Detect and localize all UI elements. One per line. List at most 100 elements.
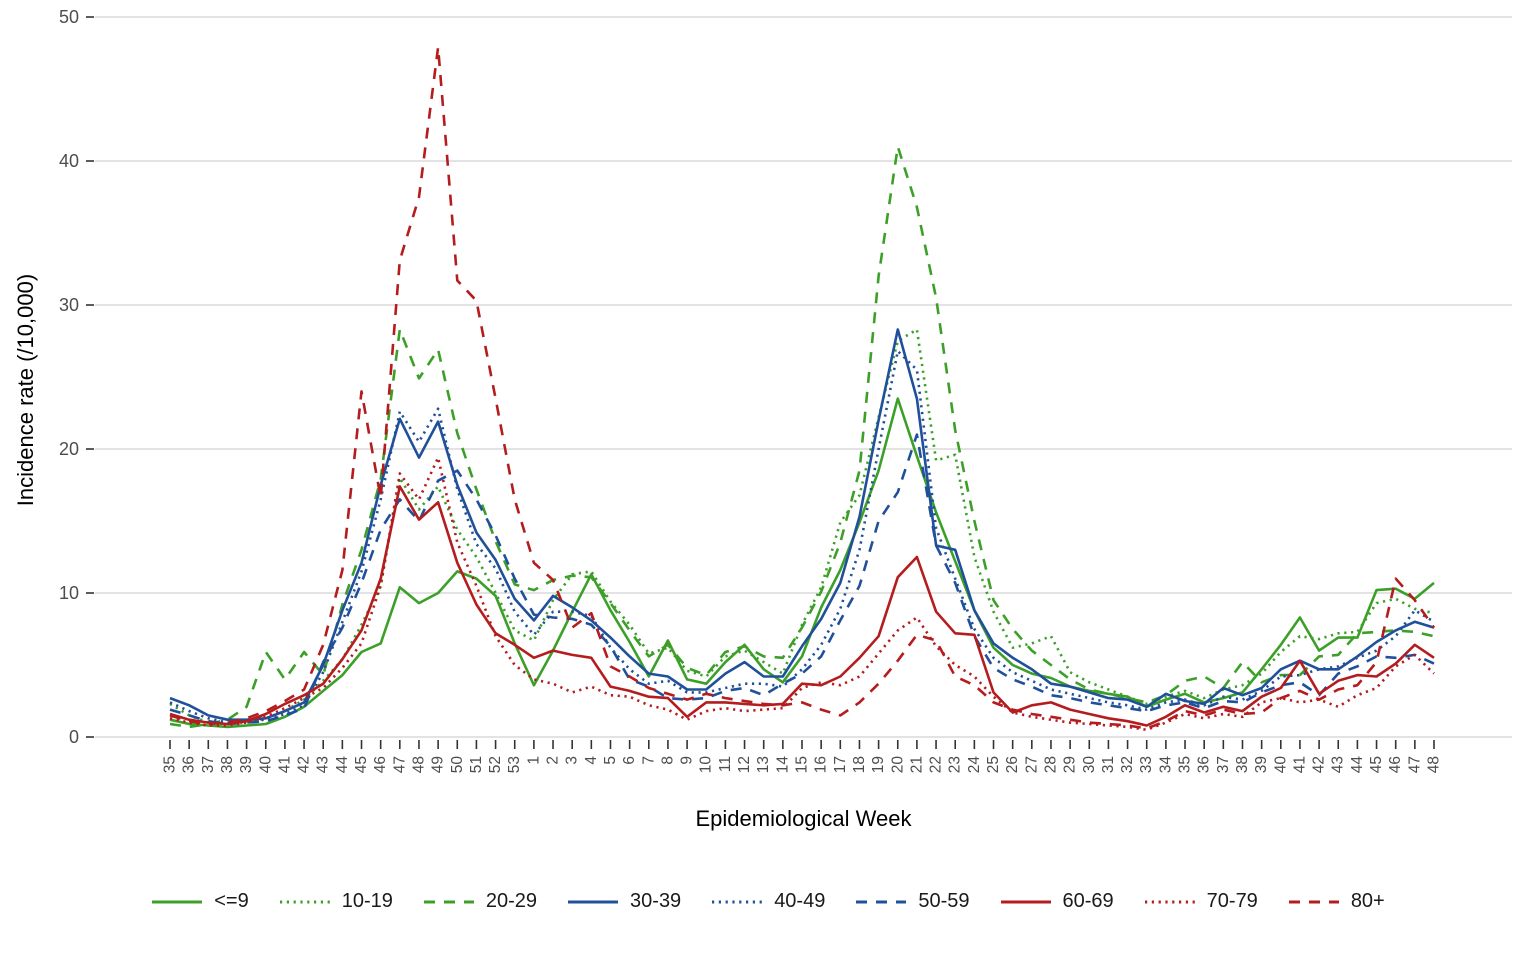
x-tick-label: 37 <box>200 756 217 773</box>
y-axis-title: Incidence rate (/10,000) <box>13 273 38 507</box>
gridlines <box>95 16 1512 738</box>
x-tick-label: 31 <box>1100 756 1117 773</box>
legend-label: 70-79 <box>1206 890 1258 912</box>
x-tick-label: 38 <box>1234 756 1251 773</box>
legend-label: 60-69 <box>1062 890 1114 912</box>
x-tick-label: 38 <box>219 756 236 773</box>
legend-label: 50-59 <box>918 890 970 912</box>
x-tick-label: 23 <box>947 756 964 773</box>
x-tick-label: 46 <box>1387 756 1404 773</box>
x-tick-label: 46 <box>372 756 389 773</box>
legend-item-age-70-79: 70-79 <box>1144 890 1258 913</box>
x-tick-label: 32 <box>1119 756 1136 773</box>
x-tick-label: 42 <box>1311 756 1328 773</box>
x-tick-label: 52 <box>487 756 504 773</box>
x-tick-label: 44 <box>1349 756 1366 774</box>
series-line-age-60-69 <box>169 485 1435 727</box>
x-tick-label: 39 <box>1253 756 1270 773</box>
y-tick-label: 10 <box>59 583 79 603</box>
x-tick-label: 14 <box>774 756 791 774</box>
x-tick-label: 8 <box>659 756 676 765</box>
x-tick-label: 34 <box>1157 756 1174 774</box>
x-tick-label: 43 <box>1330 756 1347 773</box>
x-tick-label: 35 <box>1177 756 1194 773</box>
x-tick-label: 40 <box>1272 756 1289 774</box>
x-tick-label: 47 <box>391 756 408 773</box>
legend: <=9 10-19 20-29 30-39 40-49 50-59 60-69 70-79 80… <box>0 890 1536 913</box>
series-line-age-80 <box>169 45 1436 730</box>
x-tick-label: 11 <box>717 756 734 772</box>
x-axis-title: Epidemiological Week <box>695 806 912 831</box>
x-tick-label: 51 <box>468 756 485 773</box>
series-line-age-9 <box>169 397 1435 729</box>
x-tick-label: 7 <box>640 756 657 765</box>
series-line-age-20-29 <box>169 145 1435 729</box>
x-tick-label: 3 <box>564 756 581 765</box>
x-tick-label: 15 <box>794 756 811 773</box>
x-tick-label: 24 <box>966 756 983 774</box>
y-axis: 0 10 20 30 40 50 <box>59 7 94 747</box>
x-tick-label: 50 <box>449 756 466 774</box>
legend-line-sample <box>1288 900 1339 903</box>
x-tick-label: 18 <box>851 756 868 773</box>
x-tick-label: 40 <box>257 756 274 774</box>
y-tick-label: 30 <box>59 295 79 315</box>
x-tick-label: 25 <box>985 756 1002 773</box>
x-tick-label: 6 <box>621 756 638 765</box>
legend-item-age-60-69: 60-69 <box>1000 890 1114 913</box>
x-tick-label: 47 <box>1406 756 1423 773</box>
legend-line-sample <box>856 900 907 903</box>
x-tick-label: 12 <box>736 756 753 773</box>
y-tick-label: 0 <box>69 727 79 747</box>
x-tick-label: 53 <box>506 756 523 773</box>
x-tick-label: 29 <box>1062 756 1079 773</box>
legend-item-age-50-59: 50-59 <box>855 890 970 913</box>
legend-item-age-10-19: 10-19 <box>279 890 393 913</box>
legend-label: <=9 <box>214 890 249 912</box>
x-tick-label: 44 <box>334 756 351 774</box>
legend-item-age-30-39: 30-39 <box>567 890 681 913</box>
x-axis: 35 36 37 38 39 40 41 42 43 44 45 46 47 48 49 50 51 52 53 1 2… <box>162 740 1443 773</box>
x-tick-label: 28 <box>1042 756 1059 773</box>
x-tick-label: 10 <box>698 756 715 774</box>
legend-line-sample <box>279 900 330 903</box>
legend-label: 30-39 <box>630 890 682 912</box>
legend-item-age-9: <=9 <box>151 890 249 913</box>
series-line-age-40-49 <box>169 349 1435 724</box>
legend-line-sample <box>712 900 763 903</box>
x-tick-label: 37 <box>1215 756 1232 773</box>
legend-label: 80+ <box>1350 890 1385 912</box>
legend-line-sample <box>1144 900 1195 903</box>
x-tick-label: 2 <box>545 756 562 765</box>
legend-line-sample <box>423 900 474 903</box>
legend-line-sample <box>152 900 203 903</box>
x-tick-label: 36 <box>1196 756 1213 773</box>
x-tick-label: 4 <box>583 756 600 765</box>
x-tick-label: 16 <box>813 756 830 773</box>
x-tick-label: 45 <box>353 756 370 773</box>
x-tick-label: 13 <box>755 756 772 773</box>
x-tick-label: 39 <box>238 756 255 773</box>
x-tick-label: 41 <box>1291 756 1308 773</box>
legend-line-sample <box>568 900 619 903</box>
y-tick-label: 50 <box>59 7 79 27</box>
x-tick-label: 42 <box>296 756 313 773</box>
series-line-age-10-19 <box>169 328 1435 726</box>
x-tick-label: 49 <box>430 756 447 773</box>
x-tick-label: 35 <box>162 756 179 773</box>
x-tick-label: 9 <box>679 756 696 765</box>
x-tick-label: 48 <box>1426 756 1443 773</box>
legend-item-age-20-29: 20-29 <box>423 890 537 913</box>
x-tick-label: 21 <box>908 756 925 773</box>
x-tick-label: 26 <box>1004 756 1021 773</box>
x-tick-label: 17 <box>832 756 849 773</box>
x-tick-label: 5 <box>602 756 619 765</box>
legend-label: 20-29 <box>485 890 538 912</box>
x-tick-label: 1 <box>525 756 542 765</box>
x-tick-label: 19 <box>870 756 887 773</box>
legend-item-age-80: 80+ <box>1288 890 1385 913</box>
series-line-age-30-39 <box>169 328 1435 722</box>
legend-item-age-40-49: 40-49 <box>711 890 825 913</box>
x-tick-label: 48 <box>410 756 427 773</box>
